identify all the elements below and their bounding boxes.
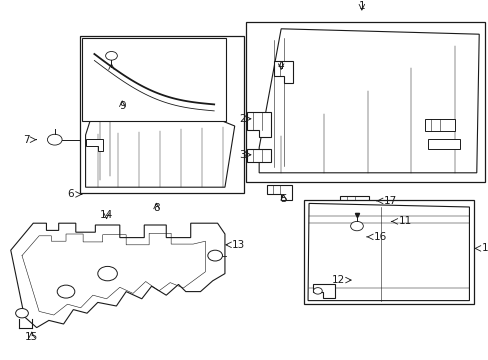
Polygon shape — [273, 61, 293, 83]
Polygon shape — [339, 196, 368, 212]
Polygon shape — [266, 185, 292, 200]
Text: 4: 4 — [277, 60, 284, 71]
Circle shape — [313, 288, 322, 294]
Polygon shape — [85, 74, 234, 187]
Polygon shape — [246, 149, 271, 162]
Bar — [245, 22, 484, 182]
Circle shape — [105, 51, 117, 60]
Text: 17: 17 — [383, 196, 396, 206]
Text: 2: 2 — [238, 114, 245, 124]
Text: 10: 10 — [481, 243, 488, 253]
Polygon shape — [427, 139, 459, 149]
Polygon shape — [11, 223, 224, 328]
Text: 9: 9 — [119, 101, 125, 111]
Text: 1: 1 — [358, 1, 365, 12]
Text: 7: 7 — [22, 135, 29, 145]
Text: 16: 16 — [373, 232, 386, 242]
Text: 6: 6 — [67, 189, 74, 199]
Text: 12: 12 — [331, 275, 345, 285]
Text: 15: 15 — [25, 332, 39, 342]
Text: 3: 3 — [238, 150, 245, 160]
Text: 13: 13 — [231, 240, 244, 250]
Bar — [82, 38, 226, 121]
Text: 8: 8 — [153, 203, 160, 213]
Circle shape — [332, 229, 342, 236]
Text: 14: 14 — [100, 210, 113, 220]
Text: 5: 5 — [280, 194, 286, 204]
Circle shape — [16, 309, 28, 318]
Bar — [80, 36, 243, 193]
Circle shape — [350, 221, 363, 231]
Circle shape — [47, 134, 62, 145]
Circle shape — [98, 266, 117, 281]
Text: 11: 11 — [398, 216, 411, 226]
Polygon shape — [425, 119, 454, 131]
Polygon shape — [332, 215, 356, 233]
Polygon shape — [312, 284, 334, 298]
Circle shape — [57, 285, 75, 298]
Polygon shape — [307, 203, 468, 301]
Polygon shape — [85, 139, 102, 151]
Polygon shape — [259, 29, 478, 173]
Bar — [304, 200, 473, 304]
Circle shape — [207, 250, 222, 261]
Polygon shape — [246, 112, 271, 137]
